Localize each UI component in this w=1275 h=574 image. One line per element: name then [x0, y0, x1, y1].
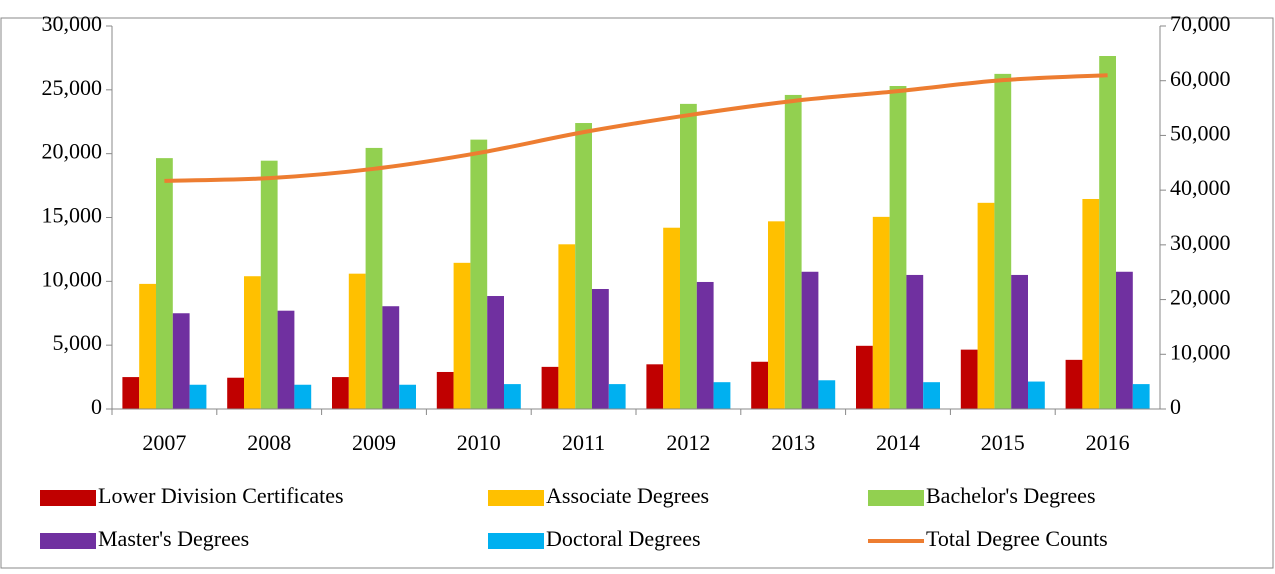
- bar: [504, 384, 521, 409]
- y2-tick-label: 0: [1170, 394, 1181, 419]
- x-tick-label: 2010: [457, 430, 501, 455]
- bar: [784, 94, 802, 409]
- bar: [856, 345, 873, 409]
- y-tick-label: 0: [91, 394, 102, 419]
- bar: [1065, 359, 1083, 409]
- bar: [1116, 271, 1133, 409]
- bar: [818, 380, 836, 409]
- bar: [960, 349, 978, 409]
- y-tick-label: 20,000: [42, 139, 103, 164]
- bar: [348, 273, 366, 409]
- bar: [575, 123, 592, 409]
- bar: [592, 288, 609, 409]
- y-tick-label: 30,000: [42, 11, 103, 36]
- bar: [470, 139, 488, 409]
- bar: [227, 377, 244, 409]
- bar: [646, 364, 664, 409]
- bar: [172, 313, 190, 409]
- x-tick-label: 2014: [876, 430, 920, 455]
- legend-swatch: [488, 490, 544, 506]
- bar: [872, 216, 890, 409]
- legend-label: Associate Degrees: [546, 483, 709, 508]
- bar: [365, 147, 383, 409]
- x-tick-label: 2016: [1086, 430, 1130, 455]
- bar: [801, 271, 819, 409]
- x-tick-label: 2009: [352, 430, 396, 455]
- legend-swatch: [40, 490, 96, 506]
- bar: [453, 262, 471, 409]
- bar: [768, 221, 785, 409]
- bar: [541, 366, 559, 409]
- legend-swatch: [488, 533, 544, 549]
- x-tick-label: 2008: [247, 430, 291, 455]
- bar: [139, 283, 156, 409]
- bar: [156, 158, 173, 409]
- legend-label: Lower Division Certificates: [98, 483, 344, 508]
- bar: [122, 377, 140, 409]
- x-tick-label: 2007: [142, 430, 186, 455]
- y2-tick-label: 60,000: [1170, 66, 1231, 91]
- legend-label: Master's Degrees: [98, 526, 249, 551]
- bar: [1011, 274, 1028, 409]
- y-tick-label: 15,000: [42, 203, 103, 228]
- y2-tick-label: 40,000: [1170, 175, 1231, 200]
- bar: [889, 86, 907, 410]
- bar: [436, 371, 454, 409]
- bar: [1082, 198, 1100, 409]
- legend-label: Bachelor's Degrees: [926, 483, 1096, 508]
- bar: [382, 306, 400, 409]
- bar: [977, 202, 995, 409]
- x-tick-label: 2011: [562, 430, 605, 455]
- bar: [906, 274, 924, 409]
- x-tick-label: 2015: [981, 430, 1025, 455]
- bar: [680, 103, 697, 410]
- y-tick-label: 25,000: [42, 75, 103, 100]
- legend-label: Total Degree Counts: [926, 526, 1108, 551]
- bar: [558, 244, 576, 409]
- bar: [260, 160, 278, 409]
- bar: [294, 384, 312, 409]
- bar: [1028, 381, 1045, 409]
- bar: [277, 310, 295, 409]
- bar: [608, 384, 626, 409]
- bar: [332, 377, 349, 409]
- y2-tick-label: 10,000: [1170, 339, 1231, 364]
- legend-swatch: [868, 490, 924, 506]
- chart-border: [0, 17, 1274, 569]
- bar: [663, 227, 680, 409]
- bar: [189, 384, 207, 409]
- y2-tick-label: 30,000: [1170, 230, 1231, 255]
- legend-swatch: [40, 533, 96, 549]
- bar: [487, 296, 504, 409]
- bar: [994, 73, 1012, 409]
- x-tick-label: 2012: [666, 430, 710, 455]
- bar: [1099, 56, 1116, 409]
- bar: [713, 382, 731, 409]
- bar: [696, 281, 714, 409]
- bar: [923, 382, 940, 409]
- bar: [751, 361, 768, 409]
- x-tick-label: 2013: [771, 430, 815, 455]
- y2-tick-label: 70,000: [1170, 11, 1231, 36]
- y2-tick-label: 50,000: [1170, 120, 1231, 145]
- y-tick-label: 10,000: [42, 266, 103, 291]
- legend-label: Doctoral Degrees: [546, 526, 701, 551]
- bar: [1132, 384, 1150, 409]
- y-tick-label: 5,000: [53, 330, 103, 355]
- bar: [244, 276, 261, 409]
- line: [164, 73, 1108, 183]
- bar: [399, 384, 416, 409]
- y2-tick-label: 20,000: [1170, 285, 1231, 310]
